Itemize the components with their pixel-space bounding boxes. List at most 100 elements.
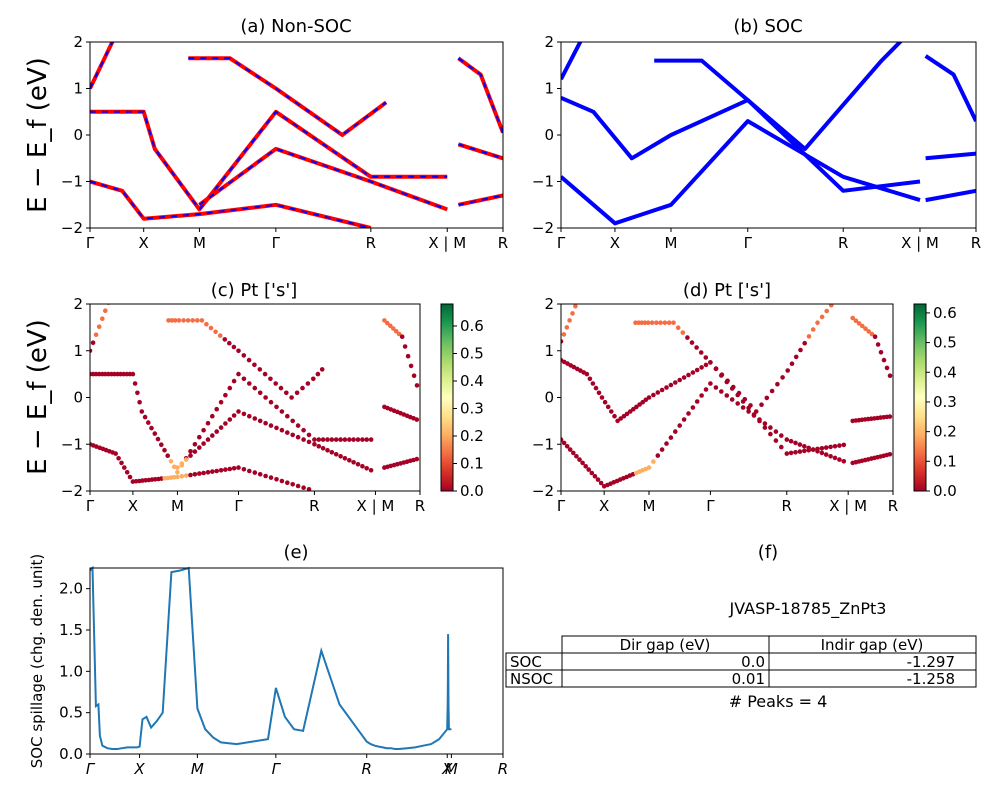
projection-point — [802, 444, 807, 449]
projection-point — [213, 329, 218, 335]
projection-point — [742, 397, 748, 402]
xtick-label: R — [838, 234, 848, 252]
projection-point — [841, 442, 847, 448]
ytick-label: 2.0 — [59, 580, 83, 598]
projection-point — [139, 409, 145, 414]
projection-point — [241, 353, 247, 358]
panel-e-xticks: Γ X M Γ R XM R — [86, 754, 508, 778]
projection-point — [285, 480, 290, 486]
projection-point — [388, 323, 393, 329]
projection-point — [338, 437, 343, 442]
band-blue — [561, 119, 921, 226]
projection-point — [223, 421, 228, 426]
projection-point — [658, 320, 663, 326]
projection-point — [751, 413, 757, 418]
projection-point — [208, 325, 214, 331]
projection-point — [231, 466, 237, 471]
projection-point — [651, 392, 656, 398]
projection-point — [316, 437, 322, 442]
projection-point — [703, 387, 709, 392]
projection-point — [93, 332, 99, 338]
projection-point — [828, 454, 833, 459]
projection-point — [664, 385, 669, 390]
xtick-label: X — [599, 497, 609, 515]
projection-point — [828, 444, 833, 450]
colorbar-tick-label: 0.4 — [460, 372, 484, 390]
projection-point — [290, 482, 296, 487]
xtick-label: X | M — [357, 497, 395, 515]
projection-point — [571, 450, 576, 456]
xtick-label: X — [610, 234, 620, 252]
ytick-label: −2 — [61, 219, 83, 237]
projection-point — [295, 423, 301, 428]
xtick-label: Γ — [744, 234, 753, 252]
panel-e-ylabel: SOC spillage (chg. den. unit) — [28, 554, 46, 769]
projection-point — [355, 437, 361, 442]
projection-point — [810, 447, 816, 452]
projection-point — [236, 465, 241, 470]
projection-point — [306, 439, 312, 445]
projection-point — [869, 331, 875, 337]
projection-point — [159, 442, 164, 448]
projection-point — [201, 427, 206, 433]
xtick-label: X | M — [428, 234, 466, 252]
projection-point — [347, 437, 352, 442]
colorbar-tick-label: 0.5 — [933, 334, 957, 352]
projection-point — [342, 437, 348, 442]
projection-point — [223, 467, 228, 472]
projection-point — [819, 450, 825, 456]
panel-c-frame — [89, 303, 421, 492]
projection-point — [218, 468, 224, 473]
xtick-label: Γ — [272, 760, 282, 778]
projection-point — [204, 321, 209, 327]
projection-point — [788, 450, 794, 456]
projection-point — [205, 470, 211, 475]
projection-point — [762, 421, 768, 426]
ytick-label: 1 — [73, 80, 83, 98]
xtick-label: R — [361, 760, 371, 778]
projection-point — [779, 444, 784, 450]
projection-point — [646, 465, 652, 470]
xtick-label: Γ — [86, 760, 96, 778]
projection-point — [176, 318, 182, 323]
projection-point — [201, 441, 206, 446]
projection-point — [673, 429, 678, 434]
projection-point — [100, 316, 105, 322]
projection-point — [364, 437, 370, 442]
projection-point — [166, 318, 171, 323]
projection-point — [408, 363, 414, 369]
projection-point — [90, 348, 93, 354]
band-blue-dashed — [458, 143, 503, 160]
ytick-label: 2 — [73, 33, 83, 51]
projection-point — [645, 320, 651, 326]
ytick-label: −2 — [532, 219, 554, 237]
projection-point — [263, 395, 268, 400]
projection-point — [703, 355, 709, 360]
xtick-label: R — [498, 760, 508, 778]
ytick-label: −1 — [61, 435, 83, 453]
projection-point — [262, 371, 268, 377]
projection-point — [659, 447, 665, 452]
projection-point — [155, 436, 161, 442]
projection-point — [651, 459, 656, 464]
projection-point — [724, 393, 730, 398]
projection-point — [719, 372, 725, 378]
panel-e: (e) SOC spillage (chg. den. unit) 2.0 1.5… — [28, 542, 508, 778]
projection-point — [784, 437, 790, 442]
projection-point — [214, 468, 219, 474]
projection-point — [263, 473, 268, 479]
panel-e-yticks: 2.0 1.5 1.0 0.5 0.0 — [59, 580, 90, 763]
colorbar-tick-label: 0.0 — [933, 482, 957, 500]
projection-point — [806, 445, 811, 451]
projection-point — [257, 367, 263, 372]
ytick-label: 1.0 — [59, 662, 83, 680]
projection-point — [590, 381, 596, 386]
projection-point — [188, 472, 193, 478]
projection-point — [311, 376, 316, 382]
panel-c-title: (c) Pt ['s'] — [211, 280, 298, 301]
projection-point — [677, 423, 682, 428]
projection-point — [708, 360, 713, 365]
projection-point — [602, 399, 608, 405]
projection-point — [402, 344, 408, 349]
projection-point — [567, 318, 572, 323]
